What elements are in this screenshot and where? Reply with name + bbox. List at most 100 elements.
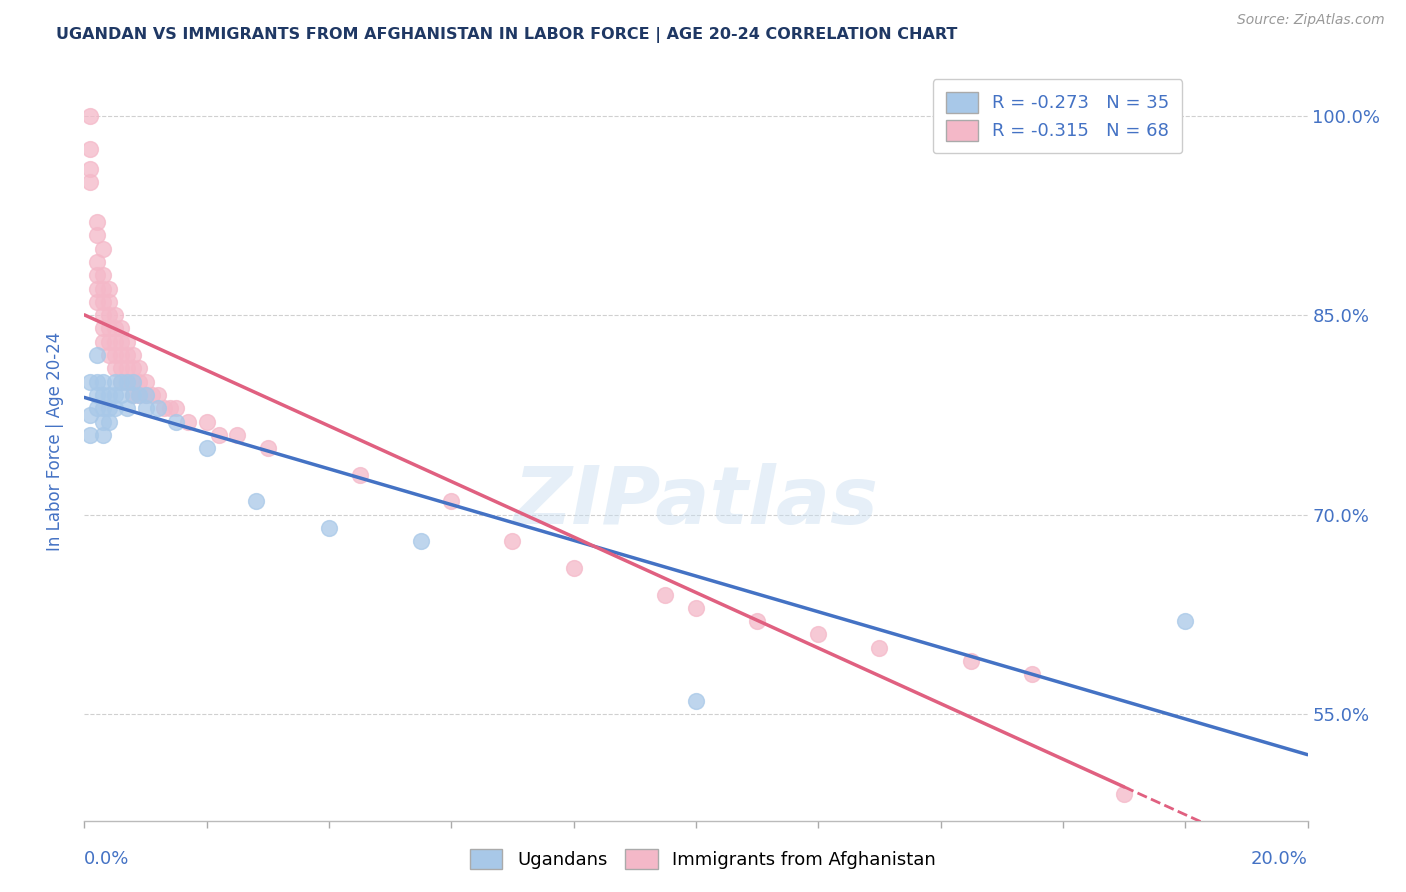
Point (97, 334, 120, 349)
Point (318, 521, 340, 535)
Point (165, 415, 187, 429)
Point (128, 388, 150, 402)
Point (110, 388, 132, 402)
Point (153, 401, 176, 416)
Point (159, 401, 181, 416)
Point (91, 268, 114, 283)
Point (110, 321, 132, 335)
Point (747, 614, 769, 628)
Point (122, 388, 145, 402)
Point (115, 375, 138, 389)
Point (409, 534, 432, 549)
Point (208, 428, 231, 442)
Point (115, 401, 138, 416)
Point (79, 408, 101, 422)
Y-axis label: In Labor Force | Age 20-24: In Labor Force | Age 20-24 (45, 332, 63, 551)
Point (104, 321, 127, 335)
Point (91, 321, 114, 335)
Point (110, 348, 132, 362)
Point (195, 441, 218, 455)
Point (91, 415, 114, 429)
Point (86, 294, 108, 309)
Point (115, 361, 138, 376)
Point (91, 308, 114, 322)
Point (562, 561, 585, 575)
Point (257, 441, 280, 455)
Point (1174, 614, 1197, 628)
Point (91, 294, 114, 309)
Point (440, 494, 463, 508)
Point (110, 375, 132, 389)
Point (128, 388, 150, 402)
Legend: Ugandans, Immigrants from Afghanistan: Ugandans, Immigrants from Afghanistan (461, 839, 945, 879)
Point (654, 587, 676, 601)
Point (135, 388, 157, 402)
Point (177, 415, 200, 429)
Point (97, 282, 120, 296)
Point (104, 308, 127, 322)
Point (86, 401, 108, 416)
Point (135, 401, 157, 416)
Text: 0.0%: 0.0% (84, 850, 129, 868)
Point (97, 401, 120, 416)
Point (115, 348, 138, 362)
Point (97, 415, 120, 429)
Point (79, 175, 101, 189)
Point (79, 142, 101, 156)
Point (128, 375, 150, 389)
Point (104, 401, 127, 416)
Point (97, 294, 120, 309)
Legend: R = -0.273   N = 35, R = -0.315   N = 68: R = -0.273 N = 35, R = -0.315 N = 68 (932, 79, 1182, 153)
Point (86, 375, 108, 389)
Point (104, 348, 127, 362)
Point (79, 109, 101, 123)
Point (104, 334, 127, 349)
Point (91, 388, 114, 402)
Point (91, 401, 114, 416)
Point (502, 534, 524, 549)
Point (86, 268, 108, 283)
Point (115, 375, 138, 389)
Point (245, 494, 267, 508)
Point (91, 242, 114, 256)
Point (86, 215, 108, 229)
Point (86, 255, 108, 269)
Point (122, 375, 145, 389)
Point (226, 428, 249, 442)
Text: Source: ZipAtlas.com: Source: ZipAtlas.com (1237, 13, 1385, 28)
Point (86, 282, 108, 296)
Point (195, 415, 218, 429)
Point (122, 388, 145, 402)
Point (91, 282, 114, 296)
Point (91, 375, 114, 389)
Point (97, 388, 120, 402)
Point (104, 361, 127, 376)
Point (91, 428, 114, 442)
Text: UGANDAN VS IMMIGRANTS FROM AFGHANISTAN IN LABOR FORCE | AGE 20-24 CORRELATION CH: UGANDAN VS IMMIGRANTS FROM AFGHANISTAN I… (56, 27, 957, 43)
Point (349, 467, 371, 482)
Point (122, 348, 145, 362)
Point (128, 361, 150, 376)
Point (79, 161, 101, 176)
Point (110, 334, 132, 349)
Point (104, 388, 127, 402)
Point (141, 388, 163, 402)
Point (1021, 667, 1043, 681)
Point (685, 600, 707, 615)
Point (122, 361, 145, 376)
Point (135, 388, 157, 402)
Point (869, 640, 891, 655)
Point (104, 375, 127, 389)
Point (165, 401, 187, 416)
Point (79, 428, 101, 442)
Text: 20.0%: 20.0% (1251, 850, 1308, 868)
Point (86, 228, 108, 243)
Point (122, 375, 145, 389)
Point (97, 348, 120, 362)
Point (79, 375, 101, 389)
Point (97, 308, 120, 322)
Point (1114, 787, 1136, 801)
Point (91, 334, 114, 349)
Point (135, 375, 157, 389)
Point (115, 334, 138, 349)
